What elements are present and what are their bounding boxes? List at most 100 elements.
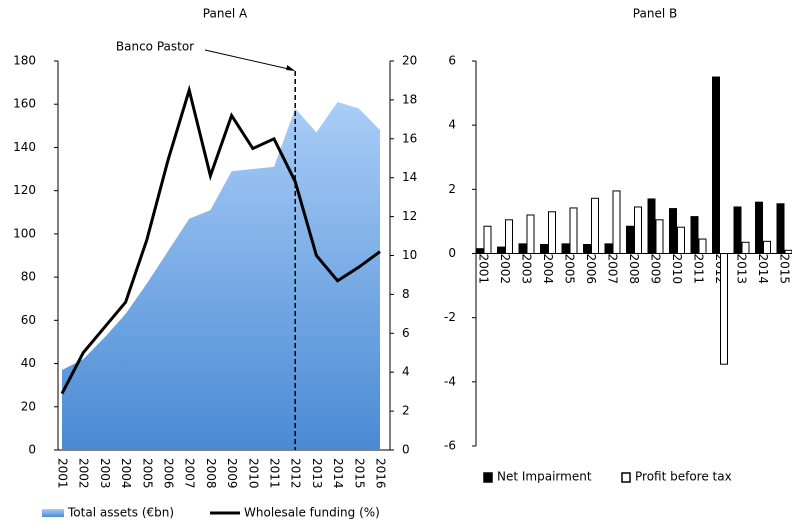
line (60, 84, 381, 395)
x-tick-label: 2003 (520, 254, 534, 285)
legend-label: Total assets (€bn) (67, 506, 174, 520)
bar (604, 243, 613, 254)
bar (483, 225, 492, 255)
x-tick-label: 2007 (606, 254, 620, 285)
legend-label: Wholesale funding (%) (244, 506, 380, 520)
bar (505, 219, 513, 254)
bar (475, 248, 484, 254)
x-tick-label: 2005 (563, 254, 577, 285)
y2-tick-label: 4 (402, 365, 410, 379)
bar (712, 76, 720, 254)
bar (548, 211, 556, 255)
y-tick-label: 100 (13, 226, 36, 240)
bar (634, 206, 642, 255)
bar (561, 243, 570, 254)
y-tick-label: 80 (21, 270, 36, 284)
bar (733, 206, 742, 255)
bar (755, 201, 763, 255)
legend-label: Profit before tax (635, 470, 732, 484)
bar (540, 244, 548, 254)
x-tick-label: 2013 (735, 254, 749, 285)
y2-tick-label: 8 (402, 287, 410, 301)
x-tick-label: 2002 (498, 254, 512, 285)
x-tick-label: 2014 (331, 458, 345, 489)
bar (741, 241, 750, 254)
y-tick-label: 6 (448, 54, 456, 68)
x-tick-label: 2015 (352, 458, 366, 489)
x-tick-label: 2010 (246, 458, 260, 489)
x-tick-label: 2004 (541, 254, 555, 285)
y-tick-label: 140 (13, 140, 36, 154)
x-tick-label: 2002 (77, 458, 91, 489)
x-tick-label: 2008 (204, 458, 218, 489)
bar (526, 214, 535, 254)
bar (677, 226, 685, 254)
x-tick-label: 2001 (56, 458, 70, 489)
annotation-arrow (204, 49, 294, 71)
panel-title: Panel B (633, 7, 677, 21)
y2-tick-label: 14 (402, 170, 417, 184)
y-tick-label: 20 (21, 399, 36, 413)
y-tick-label: -6 (444, 439, 456, 453)
bar (591, 197, 599, 254)
y-tick-label: 120 (13, 183, 36, 197)
x-tick-label: 2009 (225, 458, 239, 489)
y2-tick-label: 12 (402, 209, 417, 223)
legend-swatch (42, 509, 64, 517)
legend-swatch (621, 472, 631, 483)
x-tick-label: 2006 (584, 254, 598, 285)
y-tick-label: 0 (448, 246, 456, 260)
y2-tick-label: 0 (402, 443, 410, 457)
x-tick-label: 2001 (477, 254, 491, 285)
x-tick-label: 2004 (119, 458, 133, 489)
y2-tick-label: 18 (402, 92, 417, 106)
x-tick-label: 2013 (310, 458, 324, 489)
bar (776, 203, 785, 254)
bar (518, 243, 527, 254)
x-tick-label: 2011 (692, 254, 706, 285)
x-tick-label: 2005 (140, 458, 154, 489)
bar (626, 225, 634, 255)
bar (720, 253, 728, 365)
bar (647, 198, 656, 254)
x-tick-label: 2008 (627, 254, 641, 285)
bar (784, 249, 792, 255)
y-tick-label: 40 (21, 356, 36, 370)
bar (698, 238, 707, 254)
x-tick-label: 2010 (670, 254, 684, 285)
x-tick-label: 2003 (98, 458, 112, 489)
bar (583, 244, 591, 254)
bar (612, 190, 621, 254)
y-tick-label: 160 (13, 97, 36, 111)
y2-tick-label: 20 (402, 54, 417, 68)
y-tick-label: 180 (13, 54, 36, 68)
y2-tick-label: 10 (402, 248, 417, 262)
x-tick-label: 2009 (649, 254, 663, 285)
bar (655, 219, 664, 254)
bar (669, 208, 677, 254)
x-tick-label: 2014 (756, 254, 770, 285)
x-tick-label: 2012 (289, 458, 303, 489)
x-tick-label: 2015 (778, 254, 792, 285)
arrow-head (286, 65, 296, 71)
legend-swatch (483, 472, 493, 483)
y-tick-label: 2 (448, 182, 456, 196)
y2-tick-label: 2 (402, 404, 410, 418)
area (62, 102, 380, 451)
y-tick-label: 60 (21, 313, 36, 327)
annotation-text: Banco Pastor (116, 40, 194, 54)
bar (569, 207, 578, 254)
bar (690, 216, 699, 255)
y2-tick-label: 16 (402, 131, 417, 145)
y2-tick-label: 6 (402, 326, 410, 340)
bar (497, 246, 505, 254)
bar (763, 240, 771, 255)
x-tick-label: 2016 (374, 458, 388, 489)
x-tick-label: 2011 (268, 458, 282, 489)
y-tick-label: 0 (28, 443, 36, 457)
y-tick-label: 4 (448, 118, 456, 132)
panel-title: Panel A (203, 7, 248, 21)
x-tick-label: 2007 (183, 458, 197, 489)
legend-label: Net Impairment (497, 470, 592, 484)
